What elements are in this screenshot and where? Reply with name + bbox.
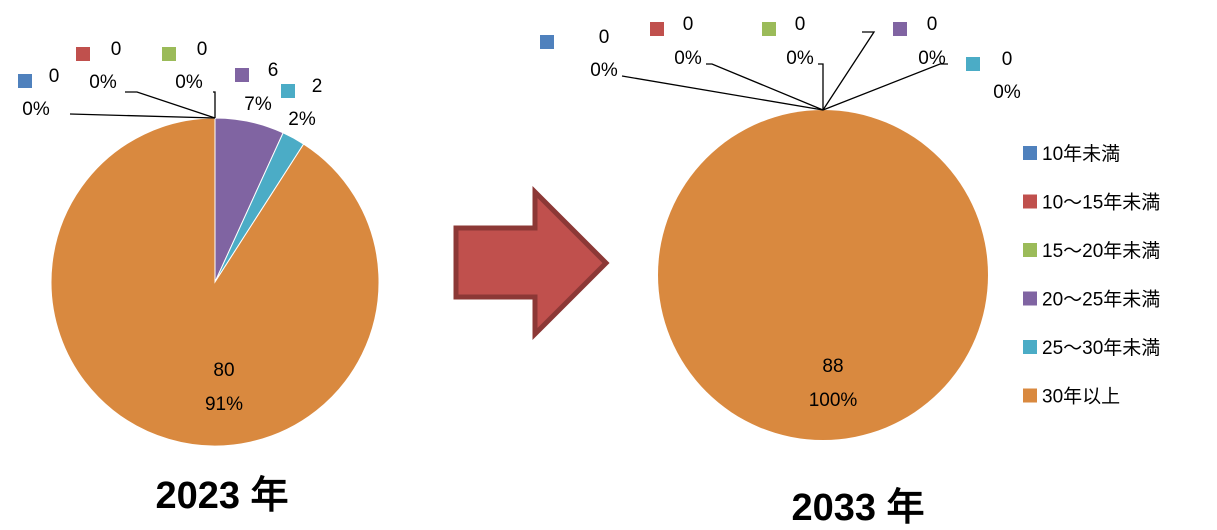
legend-swatch bbox=[1023, 146, 1037, 160]
legend-item: 15～20年未満 bbox=[1023, 240, 1160, 262]
data-label-percent: 0% bbox=[89, 72, 117, 93]
data-label-percent: 0% bbox=[993, 82, 1021, 103]
legend-item: 25～30年未満 bbox=[1023, 337, 1160, 359]
legend-swatch bbox=[1023, 291, 1037, 306]
pie-chart-2023: 0 0% 0 0% 0 0% 6 7% 2 2% 80 91% bbox=[18, 39, 380, 447]
legend-item: 10年未満 bbox=[1023, 143, 1120, 165]
leader-line bbox=[818, 63, 824, 110]
legend-label: 10～15年未満 bbox=[1042, 192, 1160, 214]
legend-swatch bbox=[1023, 388, 1037, 403]
legend-label: 30年以上 bbox=[1042, 386, 1120, 408]
data-label-key bbox=[281, 84, 295, 98]
data-label-key bbox=[162, 47, 176, 61]
year-caption-2033: 2033 年 bbox=[791, 487, 924, 525]
data-label-key bbox=[76, 47, 90, 61]
data-label-value: 80 bbox=[213, 360, 234, 381]
legend-swatch bbox=[1023, 340, 1037, 354]
data-label-key bbox=[650, 22, 664, 36]
legend-swatch bbox=[1023, 194, 1037, 209]
legend-label: 15～20年未満 bbox=[1042, 240, 1160, 262]
data-label-key bbox=[18, 74, 32, 88]
data-label-percent: 0% bbox=[786, 48, 814, 69]
data-label-value: 0 bbox=[599, 27, 610, 48]
data-label-value: 0 bbox=[49, 66, 60, 87]
data-label-value: 88 bbox=[822, 356, 843, 377]
legend-label: 25～30年未満 bbox=[1042, 337, 1160, 359]
leader-line bbox=[213, 91, 216, 118]
data-label-value: 6 bbox=[268, 60, 279, 81]
data-label-value: 0 bbox=[927, 14, 938, 35]
data-label-value: 0 bbox=[683, 14, 694, 35]
data-label-percent: 0% bbox=[22, 99, 50, 120]
leader-line bbox=[69, 113, 216, 119]
leader-line bbox=[822, 63, 948, 111]
legend-label: 10年未満 bbox=[1042, 143, 1120, 165]
legend-item: 20～25年未満 bbox=[1023, 289, 1160, 311]
data-label-percent: 100% bbox=[809, 390, 858, 411]
leader-line bbox=[706, 63, 824, 111]
leader-line bbox=[621, 75, 824, 111]
data-label-percent: 91% bbox=[205, 394, 243, 415]
leader-line bbox=[822, 31, 876, 111]
pie-chart-2033: 0 0% 0 0% 0 0% 0 0% 0 0% 88 100% bbox=[540, 14, 1021, 440]
data-label-key bbox=[235, 68, 249, 82]
data-label-percent: 0% bbox=[175, 72, 203, 93]
year-caption-2023: 2023 年 bbox=[155, 475, 288, 517]
data-label-percent: 0% bbox=[918, 48, 946, 69]
chart-legend: 10年未満 10～15年未満 15～20年未満 20～25年未満 25～30年未満 30年… bbox=[1023, 143, 1160, 408]
data-label-percent: 7% bbox=[244, 94, 272, 115]
legend-item: 10～15年未満 bbox=[1023, 192, 1160, 214]
pie-slice-2023-5 bbox=[50, 117, 380, 447]
data-label-key bbox=[966, 57, 980, 71]
pie-slice-2033-5 bbox=[658, 110, 988, 440]
data-label-percent: 0% bbox=[674, 48, 702, 69]
data-label-key bbox=[893, 22, 907, 36]
data-label-percent: 0% bbox=[590, 60, 618, 81]
leader-line bbox=[125, 91, 216, 119]
right-arrow-icon bbox=[453, 185, 610, 341]
data-label-key bbox=[540, 35, 554, 49]
legend-label: 20～25年未満 bbox=[1042, 289, 1160, 311]
legend-item: 30年以上 bbox=[1023, 386, 1120, 408]
data-label-value: 0 bbox=[197, 39, 208, 60]
data-label-key bbox=[762, 22, 776, 36]
data-label-value: 0 bbox=[1002, 49, 1013, 70]
data-label-value: 0 bbox=[111, 39, 122, 60]
legend-swatch bbox=[1023, 243, 1037, 257]
data-label-value: 0 bbox=[795, 14, 806, 35]
data-label-value: 2 bbox=[312, 76, 323, 97]
data-label-percent: 2% bbox=[288, 109, 316, 130]
